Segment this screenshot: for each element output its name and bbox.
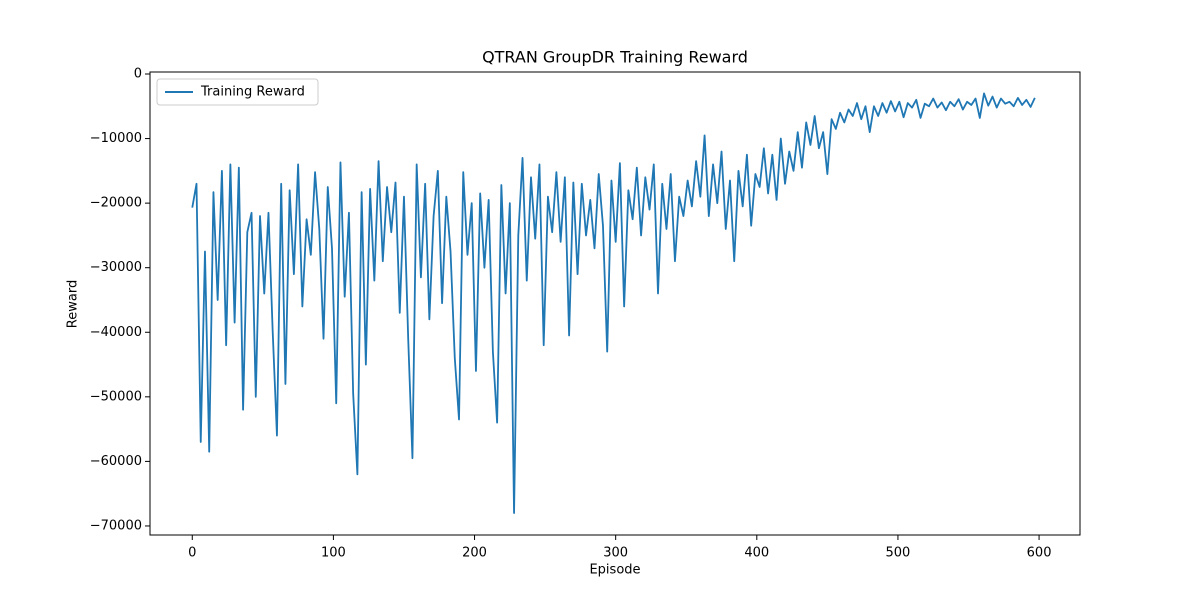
- x-tick-label: 400: [744, 546, 769, 561]
- y-tick-label: −10000: [90, 131, 142, 146]
- y-tick-label: −20000: [90, 196, 142, 211]
- x-tick-label: 200: [462, 546, 487, 561]
- y-tick-label: −70000: [90, 518, 142, 533]
- y-tick-label: −60000: [90, 454, 142, 469]
- y-tick-label: 0: [134, 67, 142, 82]
- x-tick-label: 600: [1027, 546, 1052, 561]
- y-tick-label: −40000: [90, 325, 142, 340]
- legend-box: [156, 78, 319, 106]
- x-tick-label: 500: [886, 546, 911, 561]
- y-tick-label: −30000: [90, 260, 142, 275]
- data-line: [191, 92, 1036, 514]
- x-axis-label: Episode: [589, 563, 640, 578]
- x-tick-label: 0: [188, 546, 196, 561]
- x-tick-label: 300: [603, 546, 628, 561]
- x-tick-label: 100: [321, 546, 346, 561]
- plot-frame: [149, 71, 1081, 536]
- chart-title: QTRAN GroupDR Training Reward: [482, 48, 748, 67]
- y-tick-label: −50000: [90, 389, 142, 404]
- legend-label: Training Reward: [200, 85, 305, 100]
- y-axis-label: Reward: [66, 280, 81, 328]
